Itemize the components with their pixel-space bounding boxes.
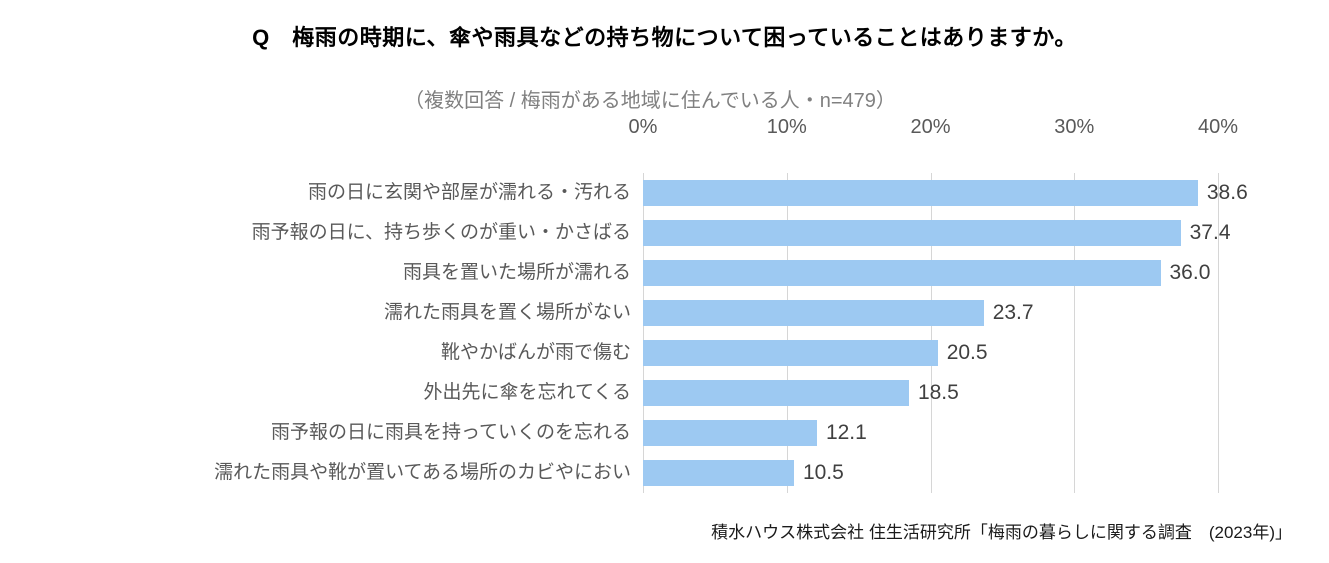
value-label: 20.5 bbox=[946, 341, 988, 364]
bar-row: 36.0 bbox=[643, 253, 1218, 293]
plot-area: 38.6 37.4 36.0 23.7 20.5 18.5 bbox=[643, 173, 1248, 493]
bar-row: 37.4 bbox=[643, 213, 1231, 253]
x-axis: 0% 10% 20% 30% 40% bbox=[629, 116, 1238, 146]
bar bbox=[643, 180, 1198, 206]
x-tick: 20% bbox=[910, 116, 951, 138]
bar-row: 20.5 bbox=[643, 333, 1218, 373]
category-label: 外出先に傘を忘れてくる bbox=[423, 382, 631, 403]
bar-row: 23.7 bbox=[643, 293, 1218, 333]
chart-title: Q 梅雨の時期に、傘や雨具などの持ち物について困っていることはありますか。 bbox=[252, 25, 1077, 50]
x-tick: 10% bbox=[766, 116, 807, 138]
chart-subtitle: （複数回答 / 梅雨がある地域に住んでいる人・n=479） bbox=[404, 90, 896, 112]
gridline bbox=[1074, 173, 1076, 493]
bar bbox=[643, 300, 984, 326]
value-label: 37.4 bbox=[1189, 221, 1231, 244]
value-label: 38.6 bbox=[1206, 181, 1248, 204]
value-label: 18.5 bbox=[917, 381, 959, 404]
bar bbox=[643, 340, 938, 366]
category-label: 靴やかばんが雨で傷む bbox=[440, 342, 631, 363]
bar-row: 10.5 bbox=[643, 453, 1218, 493]
category-label: 濡れた雨具を置く場所がない bbox=[383, 302, 631, 323]
x-tick: 30% bbox=[1054, 116, 1095, 138]
x-tick: 0% bbox=[628, 116, 658, 138]
gridline bbox=[930, 173, 932, 493]
value-label: 23.7 bbox=[992, 301, 1034, 324]
bar-row: 38.6 bbox=[643, 173, 1248, 213]
category-label: 雨具を置いた場所が濡れる bbox=[402, 262, 631, 283]
bar bbox=[643, 380, 909, 406]
category-label: 雨予報の日に、持ち歩くのが重い・かさばる bbox=[251, 222, 631, 243]
category-axis: 雨の日に玄関や部屋が濡れる・汚れる 雨予報の日に、持ち歩くのが重い・かさばる 雨… bbox=[0, 173, 631, 493]
bar bbox=[643, 420, 817, 446]
bar bbox=[643, 460, 794, 486]
value-label: 12.1 bbox=[825, 421, 867, 444]
category-label: 濡れた雨具や靴が置いてある場所のカビやにおい bbox=[214, 462, 631, 483]
bar-row: 12.1 bbox=[643, 413, 1218, 453]
bar bbox=[643, 260, 1161, 286]
bar-row: 18.5 bbox=[643, 373, 1218, 413]
gridline bbox=[786, 173, 788, 493]
category-label: 雨予報の日に雨具を持っていくのを忘れる bbox=[270, 422, 631, 443]
value-label: 10.5 bbox=[802, 461, 844, 484]
bar bbox=[643, 220, 1181, 246]
x-tick: 40% bbox=[1197, 116, 1239, 138]
bar-series: 38.6 37.4 36.0 23.7 20.5 18.5 bbox=[643, 173, 1248, 493]
value-label: 36.0 bbox=[1169, 261, 1211, 284]
gridline bbox=[643, 173, 644, 493]
source-credit: 積水ハウス株式会社 住生活研究所「梅雨の暮らしに関する調査 (2023年)」 bbox=[711, 523, 1292, 542]
category-label: 雨の日に玄関や部屋が濡れる・汚れる bbox=[307, 182, 631, 203]
gridline bbox=[1218, 173, 1219, 493]
